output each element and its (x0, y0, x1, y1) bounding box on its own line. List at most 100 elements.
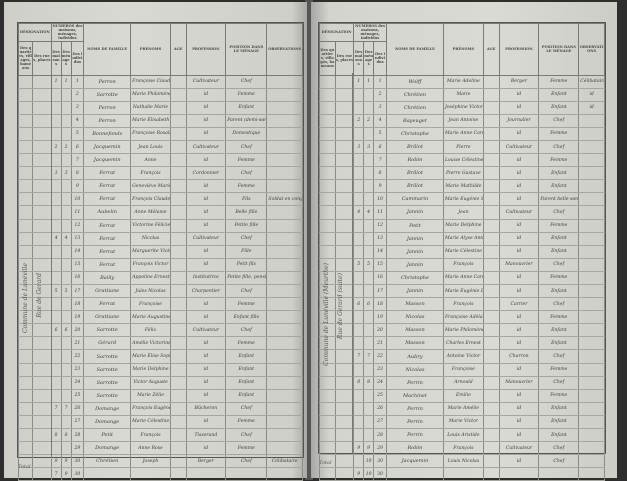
profession: id (185, 349, 227, 364)
household-position: Enfant (538, 284, 580, 299)
table-row: 4 4 11 Jannin Jean Cultivateur Chef (319, 205, 605, 220)
header-col-observations: OBSERVATIONS (266, 23, 303, 76)
house-number (353, 454, 365, 469)
age-cell (482, 454, 500, 469)
household-number (60, 245, 72, 259)
household-position: Chef (538, 257, 580, 272)
profession: id (498, 389, 540, 403)
age-cell (482, 389, 500, 403)
rue-cell (334, 257, 355, 272)
observations (266, 219, 303, 233)
age-cell (169, 139, 187, 155)
profession: id (498, 271, 540, 286)
observations (578, 139, 605, 155)
quartier-cell (319, 75, 336, 89)
house-number (353, 284, 365, 299)
age-cell (482, 219, 500, 233)
observations (578, 245, 605, 259)
individual-number: 13 (373, 232, 387, 246)
profession: id (185, 415, 227, 430)
book-spine (305, 0, 313, 480)
household-position: Chef (225, 75, 268, 89)
rue-cell (334, 179, 355, 194)
household-number: 8 (60, 428, 72, 443)
individual-number: 24 (70, 376, 85, 390)
profession: Charpentier (185, 283, 227, 299)
given-names: Félix (130, 323, 171, 338)
given-names: Françoise Adélaïde (442, 310, 484, 325)
observations (578, 323, 605, 338)
household-position: Femme (225, 88, 268, 102)
family-name: Brillot (385, 179, 444, 194)
family-name: Jannin (385, 257, 444, 272)
header-col-nom: NOMS DE FAMILLE (83, 23, 132, 76)
rue-cell (334, 415, 355, 430)
profession: id (185, 127, 227, 141)
household-number (363, 88, 375, 102)
household-number (363, 232, 375, 246)
rue-cell (32, 231, 52, 246)
household-position: Chef (538, 139, 580, 155)
header-col-prenoms: PRÉNOMS (442, 23, 484, 76)
household-number: 9 (363, 441, 375, 456)
age-cell (169, 467, 187, 481)
rue-cell (32, 401, 52, 416)
family-name: Sarrotte (83, 389, 132, 403)
household-number (60, 192, 72, 207)
table-row: 27 Perrin Marie Victor id Enfant (319, 415, 605, 430)
observations (578, 284, 605, 299)
age-cell (169, 166, 187, 181)
household-number: 6 (60, 323, 72, 338)
observations (266, 376, 303, 390)
household-position: Fille (225, 245, 268, 259)
given-names: Marie Delphine (442, 219, 484, 233)
age-cell (482, 153, 500, 168)
table-row: 23 Nicolas Françoise id Femme (319, 363, 605, 377)
quartier-cell (17, 415, 34, 430)
quartier-cell (17, 219, 34, 233)
profession: id (498, 179, 540, 194)
house-number: 8 (50, 428, 62, 443)
footer-total: Total (319, 460, 332, 466)
given-names: Françoise (442, 363, 484, 377)
rue-cell (334, 139, 355, 155)
quartier-cell (17, 363, 34, 377)
household-position: Chef (225, 139, 268, 155)
profession: id (185, 376, 227, 390)
household-number (363, 284, 375, 299)
rue-cell (334, 166, 355, 181)
quartier-cell (319, 323, 336, 338)
header-col-rue: Des rues, places (32, 40, 52, 76)
household-position: Domestique (225, 127, 268, 141)
age-cell (169, 441, 187, 456)
house-number (353, 179, 365, 194)
rue-cell (32, 75, 52, 89)
profession: id (498, 127, 540, 141)
rue-cell (32, 441, 52, 456)
profession: Berger (185, 454, 227, 469)
house-number (50, 336, 62, 351)
house-number (353, 245, 365, 259)
individual-number: 18 (373, 297, 387, 312)
family-name: Wolff (385, 75, 444, 89)
profession: id (185, 441, 227, 456)
rue-cell (334, 441, 355, 456)
house-number (50, 363, 62, 377)
household-number (363, 310, 375, 325)
header-col-profession: PROFESSION (498, 23, 540, 76)
family-name: Ferrat (83, 258, 132, 272)
header-col-maisons: Des maisons (353, 40, 365, 76)
age-cell (169, 114, 187, 128)
house-number: 8 (353, 375, 365, 390)
age-cell (482, 88, 500, 102)
profession: Institutrice (185, 271, 227, 286)
age-cell (169, 363, 187, 377)
rue-cell (32, 127, 52, 141)
household-position: Chef (538, 454, 580, 469)
household-number (60, 376, 72, 390)
profession: id (498, 415, 540, 430)
rue-cell (32, 467, 52, 481)
family-name: Chrétien (83, 454, 132, 469)
observations (578, 389, 605, 403)
table-row: 9 9 30 Chrétien Joseph Berger Chef Célibataire (17, 454, 303, 469)
